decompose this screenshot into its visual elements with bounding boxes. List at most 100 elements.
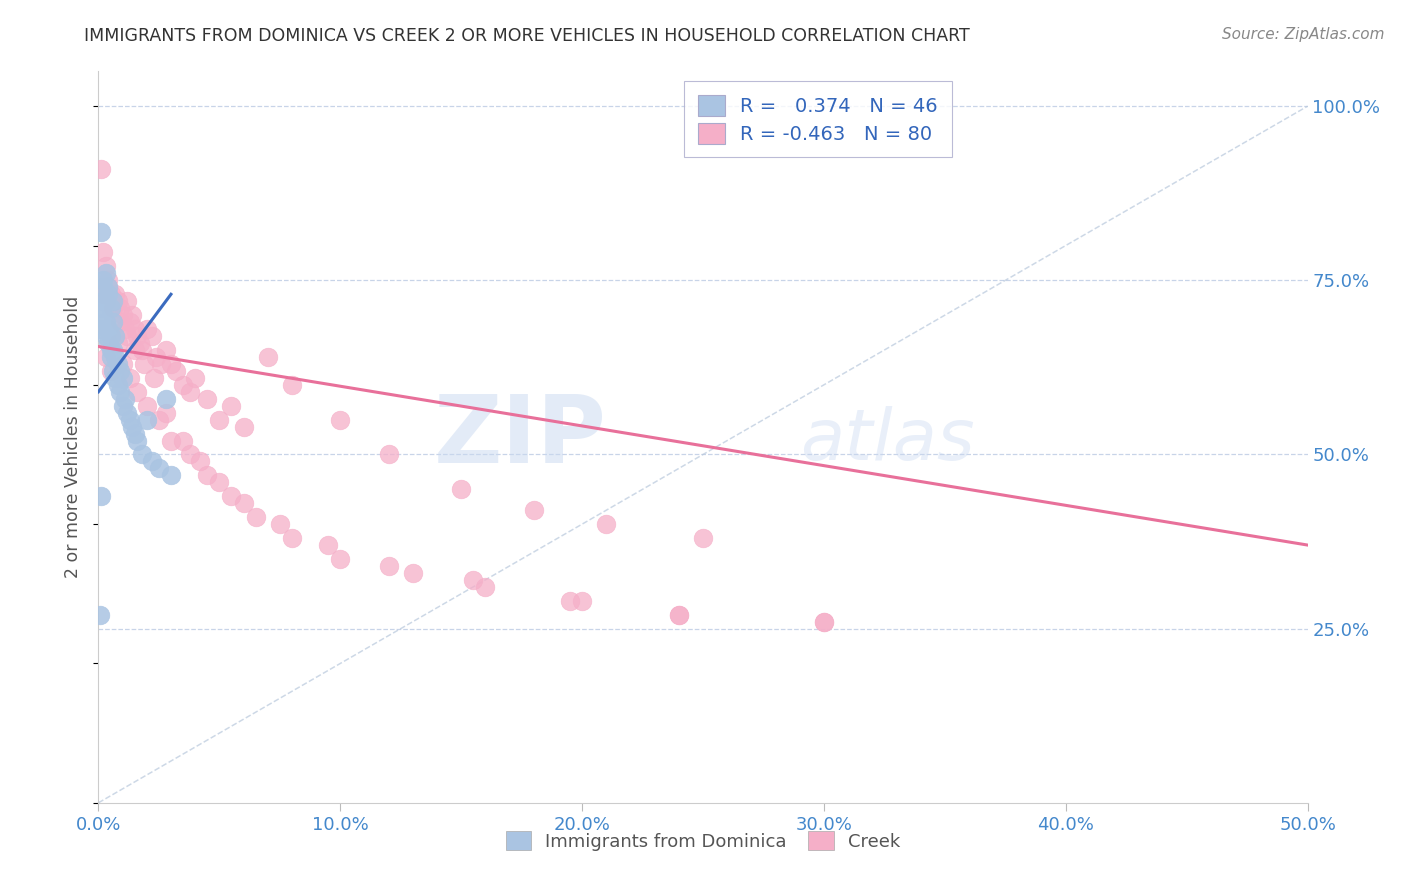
Point xyxy=(90,301,112,316)
Point xyxy=(121,308,143,322)
Point xyxy=(97,336,120,351)
Point xyxy=(402,566,425,580)
Point xyxy=(208,475,231,490)
Point xyxy=(94,315,117,329)
Point xyxy=(117,406,139,420)
Point xyxy=(145,350,167,364)
Point xyxy=(188,454,211,468)
Point xyxy=(104,350,127,364)
Text: ZIP: ZIP xyxy=(433,391,606,483)
Point xyxy=(155,392,177,406)
Point xyxy=(558,594,581,608)
Point xyxy=(179,448,201,462)
Point xyxy=(135,322,157,336)
Point xyxy=(101,301,124,316)
Point xyxy=(256,350,278,364)
Point xyxy=(101,315,124,329)
Point xyxy=(91,287,114,301)
Point xyxy=(232,496,254,510)
Point xyxy=(127,329,149,343)
Point xyxy=(131,343,153,357)
Point xyxy=(91,273,114,287)
Point xyxy=(117,329,139,343)
Point xyxy=(114,322,136,336)
Point xyxy=(94,350,117,364)
Point xyxy=(221,399,243,413)
Point xyxy=(329,412,352,426)
Point xyxy=(135,399,157,413)
Point xyxy=(128,336,150,351)
Point xyxy=(668,607,690,622)
Point xyxy=(100,287,122,301)
Point xyxy=(91,245,114,260)
Point xyxy=(107,357,129,371)
Point xyxy=(100,329,122,343)
Point xyxy=(118,412,141,426)
Point xyxy=(668,607,690,622)
Point xyxy=(143,371,166,385)
Point xyxy=(111,357,134,371)
Point xyxy=(195,468,218,483)
Point xyxy=(94,260,117,274)
Point xyxy=(94,294,117,309)
Point xyxy=(107,336,129,351)
Point xyxy=(160,468,183,483)
Point xyxy=(141,454,163,468)
Point xyxy=(329,552,352,566)
Point xyxy=(118,315,141,329)
Point xyxy=(108,364,131,378)
Point xyxy=(104,287,127,301)
Point xyxy=(100,350,122,364)
Point xyxy=(111,308,134,322)
Point xyxy=(523,503,546,517)
Point xyxy=(316,538,339,552)
Point xyxy=(281,377,304,392)
Point xyxy=(100,301,122,316)
Point xyxy=(245,510,267,524)
Text: atlas: atlas xyxy=(800,406,974,475)
Point xyxy=(90,322,112,336)
Point xyxy=(127,384,149,399)
Point xyxy=(232,419,254,434)
Point xyxy=(692,531,714,545)
Point xyxy=(172,434,194,448)
Point xyxy=(100,364,122,378)
Point xyxy=(124,343,146,357)
Point xyxy=(208,412,231,426)
Point xyxy=(813,615,835,629)
Point xyxy=(184,371,207,385)
Point xyxy=(108,301,131,316)
Point xyxy=(813,615,835,629)
Point xyxy=(150,357,173,371)
Point xyxy=(131,448,153,462)
Point xyxy=(94,329,117,343)
Point xyxy=(269,517,291,532)
Point xyxy=(97,287,120,301)
Point xyxy=(148,461,170,475)
Point xyxy=(107,294,129,309)
Point xyxy=(121,419,143,434)
Point xyxy=(195,392,218,406)
Point xyxy=(474,580,496,594)
Point xyxy=(117,294,139,309)
Point xyxy=(114,392,136,406)
Point xyxy=(160,434,183,448)
Point xyxy=(97,322,120,336)
Point xyxy=(450,483,472,497)
Point xyxy=(108,315,131,329)
Point xyxy=(160,357,183,371)
Point xyxy=(221,489,243,503)
Point xyxy=(281,531,304,545)
Point xyxy=(571,594,593,608)
Point xyxy=(97,273,120,287)
Point xyxy=(97,280,120,294)
Point xyxy=(104,371,127,385)
Point xyxy=(141,329,163,343)
Point xyxy=(135,412,157,426)
Point xyxy=(91,280,114,294)
Point xyxy=(91,308,114,322)
Point xyxy=(124,426,146,441)
Point xyxy=(108,384,131,399)
Point xyxy=(101,294,124,309)
Y-axis label: 2 or more Vehicles in Household: 2 or more Vehicles in Household xyxy=(65,296,83,578)
